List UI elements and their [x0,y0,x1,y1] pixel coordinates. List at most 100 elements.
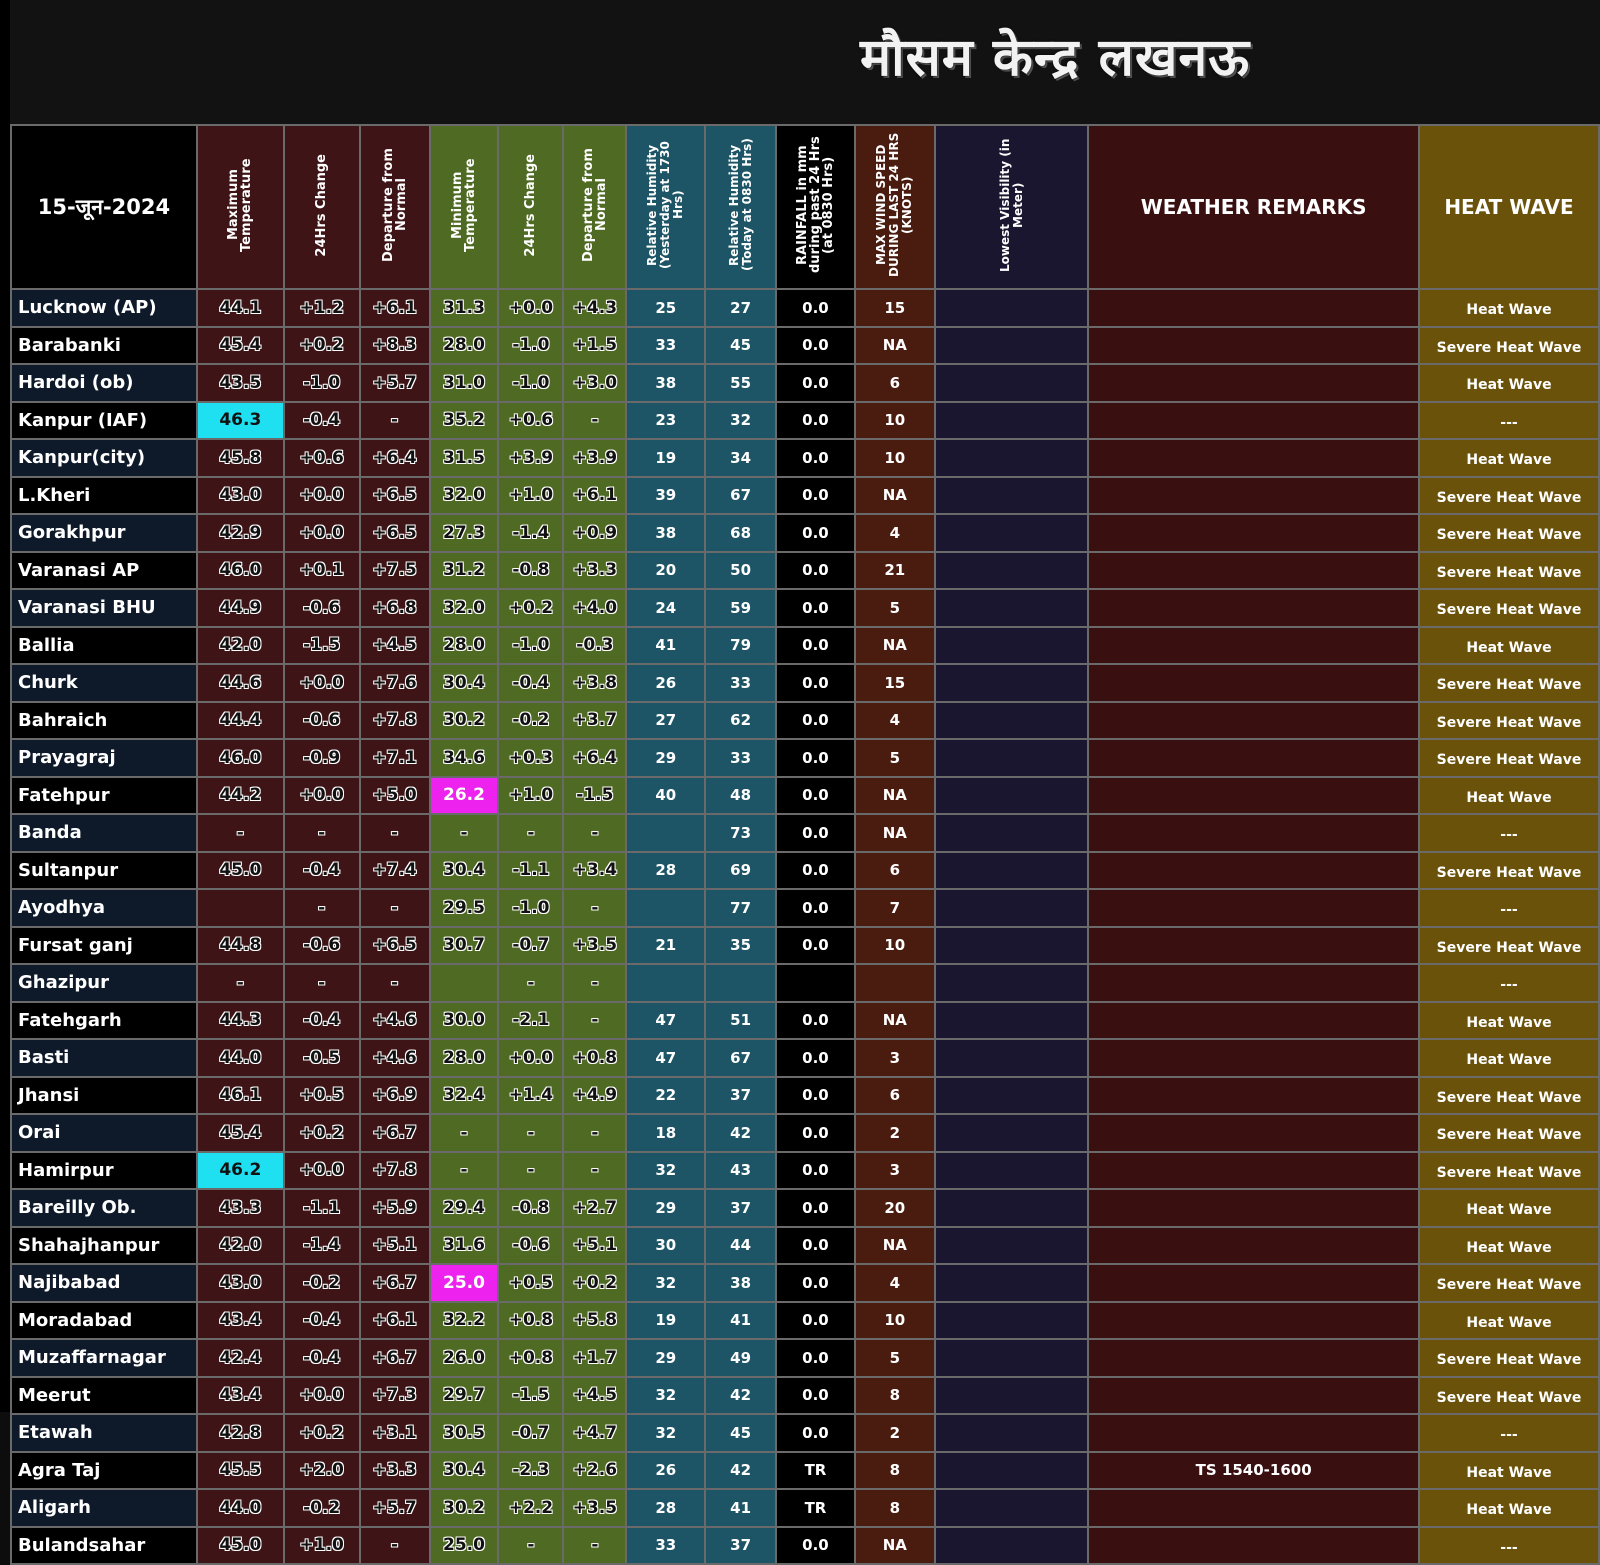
remarks-cell [1087,550,1420,590]
rh-today-cell: 33 [704,738,778,778]
rh-today-cell: 32 [704,400,778,440]
rainfall-cell: 0.0 [775,588,856,628]
remarks-cell [1087,1075,1420,1115]
rh-yesterday-cell: 38 [625,513,707,553]
heatwave-cell: Severe Heat Wave [1417,1375,1600,1415]
station-cell: Barabanki [10,325,198,365]
rh-yesterday-cell: 29 [625,1188,707,1228]
min-departure-cell: +1.7 [562,1338,628,1378]
station-cell: Fatehpur [10,775,198,815]
wind-cell: NA [853,813,936,853]
remarks-cell [1087,475,1420,515]
table-row: Orai 45.4 +0.2 +6.7- - -18 42 0.0 2 Severe Heat W… [10,1113,1600,1153]
rainfall-cell: 0.0 [775,550,856,590]
rh-yesterday-cell: 30 [625,1225,707,1265]
remarks-cell [1087,1300,1420,1340]
rh-yesterday-cell: 25 [625,288,707,328]
rh-yesterday-cell [625,963,707,1003]
station-cell: Moradabad [10,1300,198,1340]
min-temp-cell: 25.0 [428,1525,500,1565]
visibility-cell [933,850,1090,890]
rh-today-cell: 42 [704,1450,778,1490]
visibility-cell [933,288,1090,328]
max-temp-cell: - [195,963,285,1003]
left-edge [0,0,10,1412]
remarks-cell [1087,1038,1420,1078]
rainfall-cell: 0.0 [775,1075,856,1115]
remarks-cell [1087,700,1420,740]
remarks-cell: TS 1540-1600 [1087,1450,1420,1490]
rh-yesterday-cell [625,813,707,853]
max-temp-cell [195,888,285,928]
max-temp-cell: 42.8 [195,1413,285,1453]
station-cell: Hardoi (ob) [10,363,198,403]
rh-today-cell: 42 [704,1113,778,1153]
max-change-cell: -1.5 [282,625,361,665]
wind-cell: NA [853,475,936,515]
min-change-cell: -2.3 [497,1450,565,1490]
wind-cell: 8 [853,1375,936,1415]
heatwave-cell: Heat Wave [1417,775,1600,815]
table-row: Prayagraj 46.0 -0.9 +7.1 34.6 +0.3 +6.4 29 33 0.0… [10,738,1600,778]
table-row: Ghazipur - - - - - --- [10,963,1600,1003]
rh-yesterday-cell: 32 [625,1413,707,1453]
rh-today-cell: 41 [704,1488,778,1528]
visibility-cell [933,363,1090,403]
rh-today-cell: 34 [704,438,778,478]
rh-today-cell: 55 [704,363,778,403]
remarks-cell [1087,1263,1420,1303]
rh-today-cell: 38 [704,1263,778,1303]
min-temp-cell: 31.3 [428,288,500,328]
min-change-cell: -0.2 [497,700,565,740]
min-temp-cell: - [428,1150,500,1190]
min-departure-cell: +6.4 [562,738,628,778]
min-change-cell: -1.0 [497,325,565,365]
rainfall-cell: 0.0 [775,1188,856,1228]
min-temp-cell: 30.4 [428,663,500,703]
min-temp-cell: 31.0 [428,363,500,403]
table-row: Hamirpur 46.2 +0.0 +7.8- - -32 43 0.0 3 Severe He… [10,1150,1600,1190]
max-departure-cell: +5.7 [358,363,431,403]
remarks-cell [1087,888,1420,928]
max-change-cell: -0.4 [282,1338,361,1378]
visibility-cell [933,625,1090,665]
min-change-cell: -1.0 [497,363,565,403]
visibility-cell [933,588,1090,628]
rh-today-cell: 44 [704,1225,778,1265]
min-temp-cell: 31.5 [428,438,500,478]
wind-cell: 3 [853,1038,936,1078]
min-departure-cell: - [562,1150,628,1190]
rh-today-cell [704,963,778,1003]
table-row: Lucknow (AP) 44.1 +1.2 +6.1 31.3 +0.0 +4.3 25 27… [10,288,1600,328]
header-wind: MAX WIND SPEED DURING LAST 24 HRS (KNOTS… [853,124,936,290]
min-change-cell: -1.1 [497,850,565,890]
max-change-cell: +0.0 [282,663,361,703]
max-temp-cell: 43.4 [195,1300,285,1340]
min-change-cell: - [497,1113,565,1153]
max-temp-cell: 44.3 [195,1000,285,1040]
visibility-cell [933,738,1090,778]
rh-yesterday-cell: 38 [625,363,707,403]
rainfall-cell: 0.0 [775,663,856,703]
rh-today-cell: 35 [704,925,778,965]
rh-yesterday-cell: 22 [625,1075,707,1115]
station-cell: Muzaffarnagar [10,1338,198,1378]
table-row: Kanpur(city) 45.8 +0.6 +6.4 31.5 +3.9 +3.9 19 34… [10,438,1600,478]
max-temp-cell: 44.1 [195,288,285,328]
station-cell: Jhansi [10,1075,198,1115]
min-change-cell: -0.7 [497,925,565,965]
max-change-cell: +2.0 [282,1450,361,1490]
wind-cell: 10 [853,438,936,478]
visibility-cell [933,1300,1090,1340]
max-departure-cell: +5.9 [358,1188,431,1228]
max-departure-cell: +6.8 [358,588,431,628]
visibility-cell [933,550,1090,590]
wind-cell: 2 [853,1413,936,1453]
heatwave-cell: Severe Heat Wave [1417,738,1600,778]
max-temp-cell: 46.1 [195,1075,285,1115]
rainfall-cell: 0.0 [775,1338,856,1378]
min-departure-cell: +4.7 [562,1413,628,1453]
rh-today-cell: 59 [704,588,778,628]
heatwave-cell: --- [1417,1525,1600,1565]
min-change-cell: +0.8 [497,1300,565,1340]
